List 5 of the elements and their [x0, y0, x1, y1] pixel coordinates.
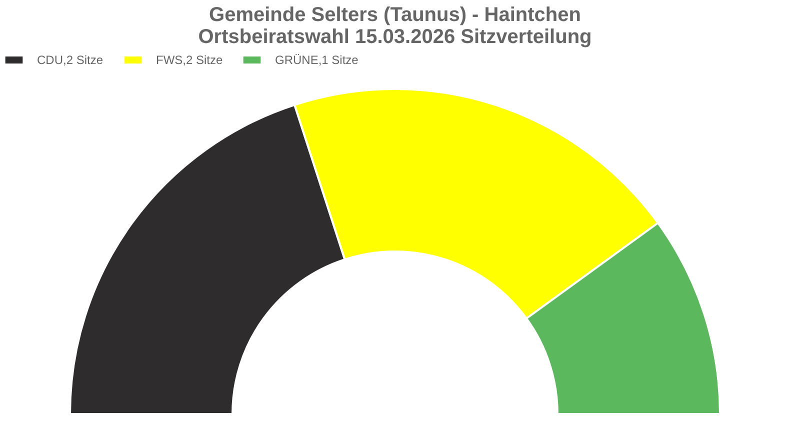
legend-label: FWS,2 Sitze [156, 53, 224, 67]
legend-label: GRÜNE,1 Sitze [275, 53, 359, 67]
text: Gemeinde Selters (Taunus) - Haintchen [209, 4, 581, 26]
text: Ortsbeiratswahl 15.03.2026 Sitzverteilung [198, 26, 592, 48]
legend-label: CDU,2 Sitze [37, 53, 104, 67]
